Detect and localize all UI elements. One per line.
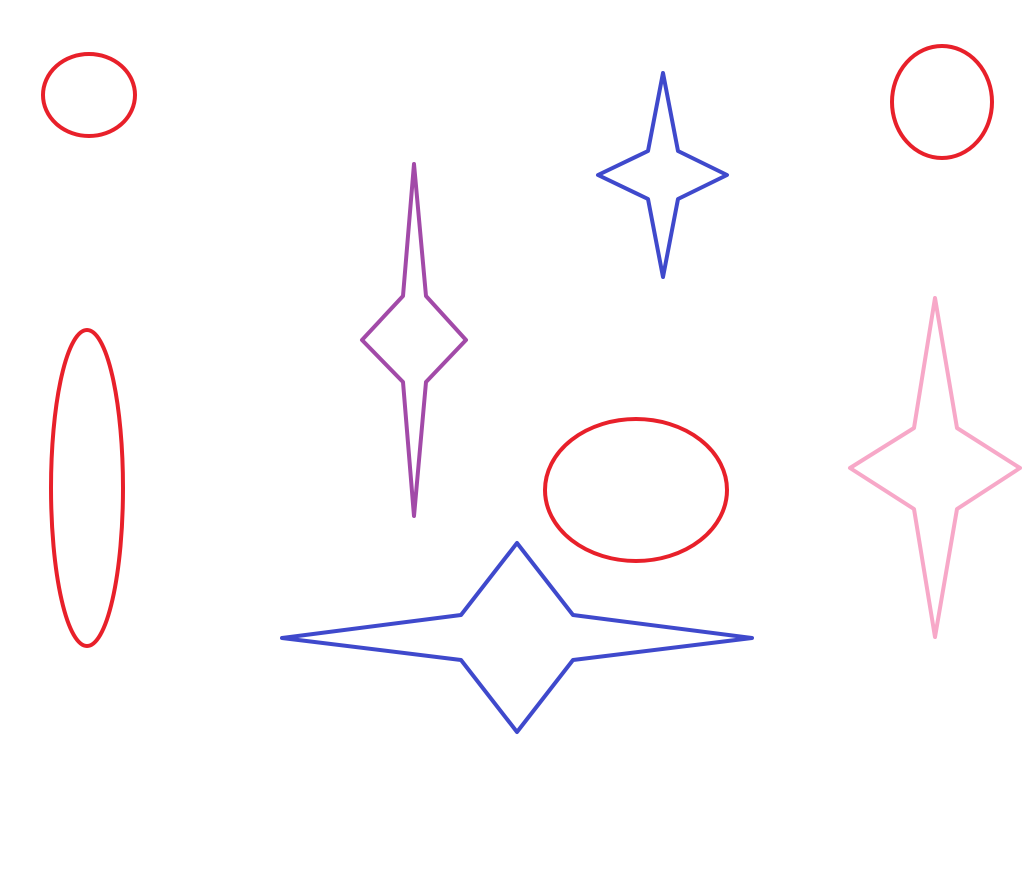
blue-star-wide-bottom [280, 541, 754, 734]
pink-star-right [848, 296, 1022, 639]
red-ellipse-top-left [41, 52, 137, 138]
red-ellipse-top-right [890, 44, 994, 160]
red-ellipse-center [543, 417, 729, 563]
red-ellipse-tall-left [49, 328, 125, 648]
purple-star-tall [360, 162, 468, 518]
blue-star-small-top [596, 71, 729, 279]
